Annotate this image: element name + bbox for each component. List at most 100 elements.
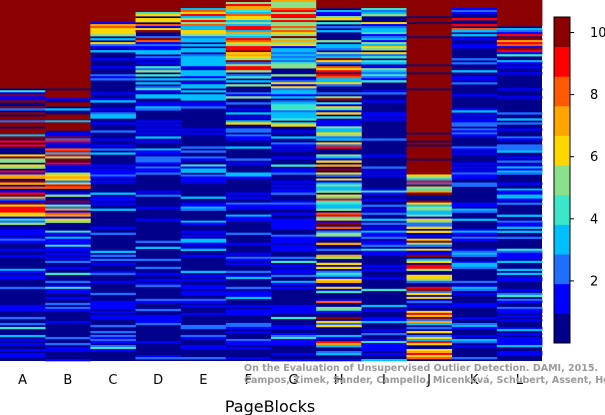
heatmap-cell-H (316, 174, 362, 177)
heatmap-cell-J (406, 142, 453, 145)
heatmap-cell-K (451, 34, 498, 37)
heatmap-cell-L (496, 306, 543, 310)
heatmap-cell-K (451, 338, 498, 342)
heatmap-cell-C (90, 262, 136, 266)
heatmap-cell-A (0, 108, 46, 111)
heatmap-cell-G (271, 52, 317, 55)
heatmap-cell-K (451, 286, 498, 290)
heatmap-cell-E (180, 156, 227, 159)
heatmap-cell-G (271, 336, 317, 340)
heatmap-cell-I (361, 208, 407, 211)
heatmap-cell-I (361, 48, 407, 51)
heatmap-cell-J (406, 352, 453, 356)
heatmap-cell-K (451, 62, 498, 65)
heatmap-cell-G (271, 236, 317, 243)
heatmap-cell-F (225, 26, 272, 31)
heatmap-cell-L (496, 34, 543, 37)
heatmap-cell-I (361, 232, 407, 237)
heatmap-cell-K (451, 166, 498, 169)
heatmap-cell-G (271, 180, 317, 183)
heatmap-cell-F (225, 176, 272, 179)
x-tick-label-K: K (470, 373, 479, 388)
heatmap-cell-D (135, 46, 182, 51)
heatmap-cell-H (316, 200, 362, 205)
heatmap-cell-F (225, 70, 272, 73)
heatmap-cell-J (406, 204, 453, 207)
heatmap-cell-L (496, 294, 543, 298)
heatmap-cell-B (45, 260, 91, 264)
heatmap-cell-A (0, 228, 46, 235)
heatmap-cell-E (180, 44, 227, 47)
heatmap-cell-C (90, 98, 136, 101)
heatmap-cell-H (316, 186, 362, 191)
heatmap-cell-K (451, 148, 498, 151)
heatmap-cell-J (406, 316, 453, 320)
heatmap-cell-J (406, 278, 453, 282)
heatmap-cell-B (45, 186, 91, 189)
heatmap-cell-H (316, 92, 362, 95)
heatmap-cell-B (45, 136, 91, 139)
heatmap-cell-I (361, 250, 407, 255)
heatmap-cell-D (135, 40, 182, 43)
heatmap-cell-H (316, 266, 362, 270)
heatmap-cell-C (90, 50, 136, 53)
heatmap-cell-A (0, 198, 46, 201)
heatmap-cell-H (316, 194, 362, 197)
heatmap-cell-I (361, 138, 407, 141)
heatmap-cell-B (45, 146, 91, 149)
heatmap-cell-D (135, 24, 182, 27)
heatmap-cell-G (271, 60, 317, 63)
heatmap-cell-K (451, 210, 498, 213)
heatmap-cell-J (406, 350, 453, 354)
heatmap-cell-K (451, 324, 498, 328)
heatmap-cell-J (406, 188, 453, 191)
heatmap-cell-H (316, 352, 362, 356)
heatmap-cell-H (316, 232, 362, 237)
heatmap-cell-I (361, 112, 407, 117)
heatmap-cell-F (225, 162, 272, 165)
heatmap-cell-H (316, 322, 362, 326)
heatmap-cell-E (180, 56, 227, 67)
heatmap-cell-A (0, 180, 46, 183)
heatmap-cell-L (496, 52, 543, 55)
heatmap-cell-K (451, 202, 498, 207)
heatmap-cell-G (271, 56, 317, 59)
heatmap-cell-F (225, 192, 272, 195)
heatmap-cell-D (135, 26, 182, 29)
heatmap-cell-C (90, 232, 136, 235)
heatmap-cell-B (45, 90, 91, 99)
heatmap-cell-B (45, 162, 91, 165)
heatmap-cell-B (45, 358, 91, 362)
heatmap-cell-F (225, 356, 272, 360)
heatmap-cell-I (361, 72, 407, 75)
heatmap-cell-I (361, 240, 407, 245)
heatmap-cell-E (180, 102, 227, 107)
heatmap-cell-C (90, 66, 136, 69)
heatmap-cell-D (135, 106, 182, 109)
heatmap-cell-H (316, 168, 362, 171)
heatmap-cell-F (225, 96, 272, 99)
heatmap-cell-H (316, 60, 362, 63)
heatmap-cell-H (316, 12, 362, 17)
heatmap-cell-J (406, 340, 453, 344)
heatmap-cell-G (271, 274, 317, 278)
heatmap-cell-L (496, 138, 543, 141)
heatmap-cell-D (135, 172, 182, 175)
heatmap-cell-F (225, 338, 272, 342)
heatmap-cell-B (45, 236, 91, 239)
heatmap-cell-C (90, 250, 136, 253)
heatmap-cell-J (406, 234, 453, 237)
heatmap-cell-C (90, 44, 136, 47)
heatmap-cell-F (225, 256, 272, 260)
heatmap-cell-L (496, 326, 543, 330)
heatmap-cell-L (496, 72, 543, 75)
heatmap-cell-I (361, 0, 407, 9)
heatmap-cell-K (451, 182, 498, 187)
colorbar-tick-label: 10 (590, 26, 605, 41)
colorbar-segment (554, 17, 570, 48)
heatmap-cell-E (180, 94, 227, 101)
heatmap-cell-F (225, 64, 272, 67)
heatmap-cell-I (361, 80, 407, 83)
heatmap-cell-I (361, 92, 407, 95)
heatmap-cell-C (90, 334, 136, 338)
